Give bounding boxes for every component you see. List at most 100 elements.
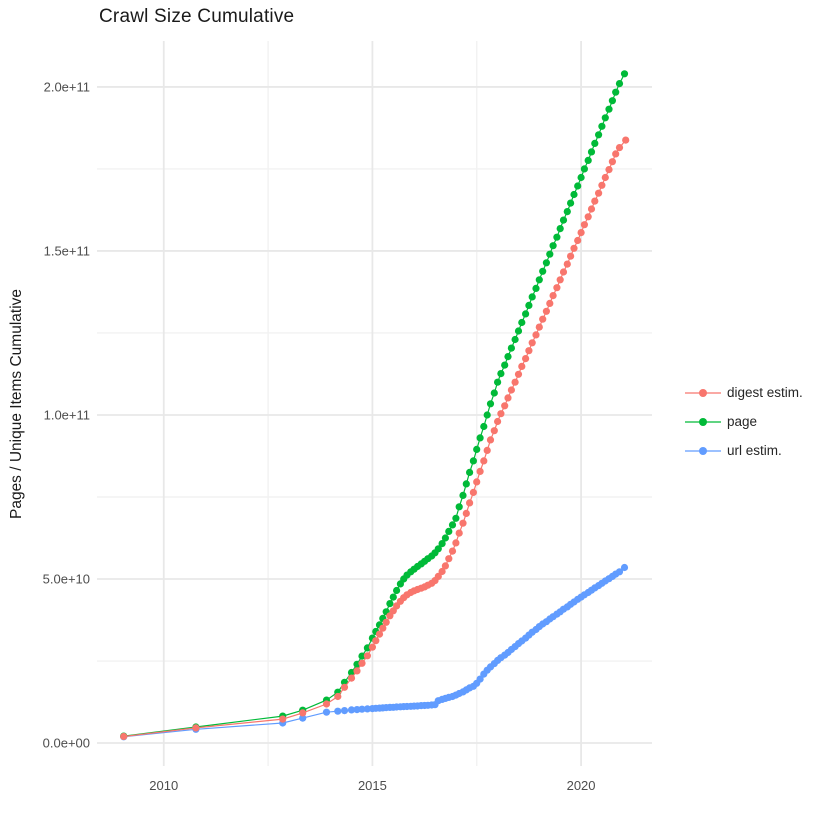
data-point [389, 593, 397, 601]
data-point [448, 521, 457, 529]
data-point [448, 547, 457, 555]
data-point [476, 434, 484, 442]
data-point [372, 637, 380, 645]
data-point [299, 714, 307, 722]
data-point [375, 630, 384, 638]
legend-label: page [727, 414, 758, 429]
data-point [340, 683, 349, 691]
data-point [494, 417, 502, 426]
y-tick-label: 1.0e+11 [44, 407, 90, 422]
y-tick-label: 5.0e+10 [43, 572, 90, 587]
data-point [459, 491, 467, 499]
data-point [615, 80, 624, 88]
data-point [601, 173, 609, 182]
data-point [490, 427, 498, 435]
legend-key-icon [685, 446, 721, 455]
data-point [476, 467, 484, 475]
data-point [434, 545, 442, 553]
y-tick-label: 2.0e+11 [44, 79, 90, 94]
data-point [441, 562, 449, 570]
data-point [595, 189, 603, 197]
data-point [535, 323, 543, 331]
data-point [567, 199, 575, 207]
data-point [559, 268, 568, 276]
data-point [455, 529, 463, 537]
data-point [595, 131, 603, 139]
data-point [584, 156, 592, 164]
data-point [570, 190, 578, 199]
data-point [549, 242, 557, 250]
data-point [192, 724, 200, 732]
data-point [452, 539, 460, 547]
data-point [584, 213, 592, 221]
data-point [535, 276, 543, 284]
data-point [486, 400, 495, 408]
data-point [379, 624, 387, 632]
data-point [368, 643, 376, 651]
data-point [483, 446, 491, 454]
data-point [553, 284, 561, 292]
data-point [577, 173, 585, 182]
data-point [601, 114, 609, 122]
data-point [615, 568, 624, 576]
data-point [483, 411, 491, 419]
x-tick-label: 2020 [567, 778, 596, 793]
data-point [556, 276, 564, 284]
data-point [386, 600, 394, 608]
data-point [511, 335, 519, 344]
data-point [501, 361, 509, 369]
data-point [539, 267, 547, 275]
data-point [507, 386, 515, 394]
data-point [518, 318, 526, 327]
data-point [620, 563, 629, 572]
data-point [480, 422, 488, 431]
legend-label: digest estim. [727, 385, 803, 400]
data-point [490, 389, 498, 397]
data-point [620, 70, 629, 78]
data-point [322, 700, 331, 708]
data-point [580, 165, 589, 173]
data-point [466, 499, 474, 507]
data-point [466, 468, 474, 476]
y-tick-label: 0.0e+00 [43, 736, 90, 751]
data-point [608, 158, 617, 166]
data-point [563, 208, 571, 216]
data-point [452, 514, 460, 522]
data-point [455, 503, 463, 511]
data-point [334, 707, 342, 715]
data-point [556, 225, 564, 233]
data-point [473, 445, 481, 453]
data-point [532, 284, 540, 292]
data-point [574, 182, 582, 190]
data-point [434, 572, 442, 581]
data-point [546, 250, 554, 258]
data-point [476, 675, 484, 683]
data-point [445, 527, 453, 536]
data-point [347, 668, 356, 677]
data-point [542, 259, 551, 267]
data-point [497, 410, 505, 418]
data-point [591, 139, 599, 147]
data-point [546, 299, 554, 307]
data-point [542, 307, 551, 315]
data-point [279, 715, 287, 723]
data-point [598, 122, 606, 130]
data-point [480, 457, 488, 465]
legend-key-icon [685, 417, 721, 426]
data-point [120, 732, 128, 741]
data-point [501, 402, 509, 410]
legend-item-digest-estim: digest estim. [684, 378, 803, 407]
data-point [514, 327, 523, 335]
data-point [469, 488, 477, 496]
data-point [459, 519, 467, 527]
data-point [539, 315, 547, 323]
data-point [563, 260, 571, 268]
data-point [473, 478, 481, 486]
data-point [559, 216, 568, 224]
data-point [382, 618, 390, 626]
data-point [612, 150, 620, 158]
data-point [438, 540, 446, 548]
data-point [340, 707, 349, 715]
